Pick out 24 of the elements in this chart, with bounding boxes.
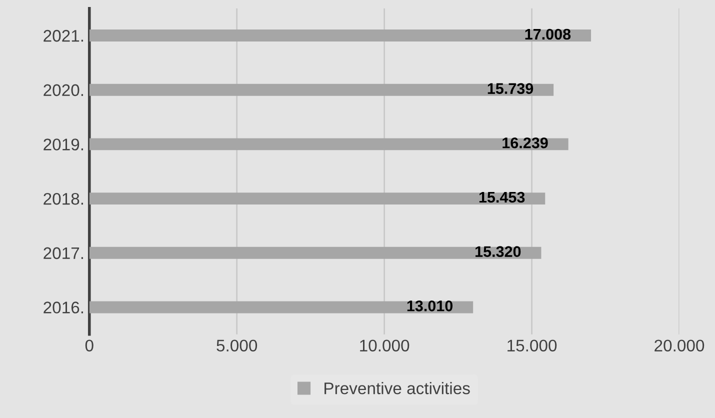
y-tick-label: 2021. <box>44 30 83 42</box>
x-tick-label: 20.000 <box>654 340 704 352</box>
x-tick-label: 0 <box>85 340 94 352</box>
bar <box>89 30 592 42</box>
data-label: 16.239 <box>502 137 548 148</box>
bar <box>89 138 568 150</box>
bar <box>89 301 474 314</box>
bar <box>89 246 542 259</box>
data-label: 15.320 <box>476 246 521 258</box>
legend-label: Preventive activities <box>324 382 470 394</box>
x-tick-label: 10.000 <box>360 340 410 352</box>
data-label: 17.008 <box>525 28 571 40</box>
data-label: 13.010 <box>407 300 453 312</box>
bar <box>89 84 554 96</box>
x-tick-label: 5.000 <box>216 340 258 352</box>
y-tick-label: 2019. <box>44 138 83 150</box>
data-label: 15.453 <box>479 192 525 203</box>
y-tick-label: 2017. <box>44 247 83 260</box>
y-tick-label: 2020. <box>44 84 83 96</box>
data-label: 15.739 <box>488 83 534 94</box>
x-tick-label: 15.000 <box>508 340 557 352</box>
y-tick-label: 2016. <box>44 302 83 314</box>
bar <box>89 192 546 205</box>
y-tick-label: 2018. <box>44 192 83 205</box>
